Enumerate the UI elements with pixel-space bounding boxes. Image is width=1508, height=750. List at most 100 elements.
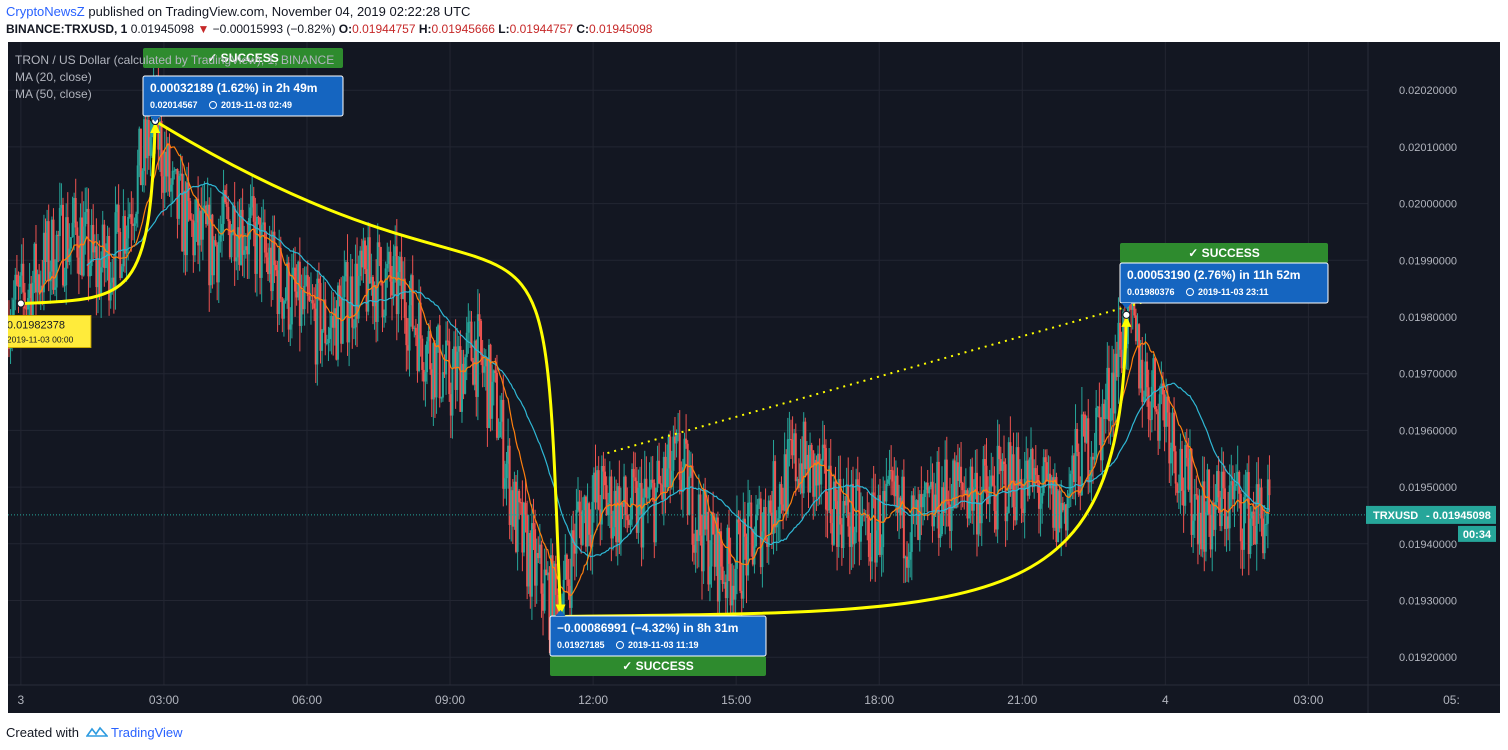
candle-body xyxy=(127,217,130,239)
candle-body xyxy=(1196,495,1199,545)
candle-body xyxy=(863,513,866,515)
candle-body xyxy=(189,200,192,220)
candle-body xyxy=(379,246,382,283)
candle-body xyxy=(403,278,406,318)
ma20-legend[interactable]: MA (20, close) xyxy=(15,70,92,84)
author-link[interactable]: CryptoNewsZ xyxy=(6,4,85,19)
candle-body xyxy=(1106,367,1109,400)
candle-body xyxy=(1103,403,1106,419)
candle-body xyxy=(918,494,921,540)
candle-body xyxy=(1152,358,1155,387)
candle-body xyxy=(661,484,664,500)
dotted-trendline[interactable] xyxy=(607,299,1152,455)
y-tick-label: 0.01930000 xyxy=(1399,596,1457,608)
trend-arrow[interactable] xyxy=(560,314,1128,618)
measure-callout[interactable] xyxy=(1119,262,1329,304)
measure-callout[interactable] xyxy=(142,75,344,117)
footer-brand[interactable]: TradingView xyxy=(111,725,183,740)
candle-body xyxy=(985,465,988,494)
candle-body xyxy=(360,250,363,268)
price-chart[interactable]: 0.01920000 0.01930000 0.01940000 0.01950000… xyxy=(8,42,1500,713)
anchor-point[interactable] xyxy=(1122,310,1131,319)
candle-body xyxy=(619,502,622,543)
candle-body xyxy=(308,296,311,301)
candle-body xyxy=(551,555,554,645)
candle-body xyxy=(799,463,802,489)
candle-body xyxy=(848,526,851,547)
high-label: H: xyxy=(418,22,432,36)
candle-body xyxy=(1268,479,1271,496)
candle-body xyxy=(411,275,414,329)
candle-body xyxy=(386,263,389,269)
candle-body xyxy=(419,302,422,339)
candle-body xyxy=(770,512,773,535)
candle-body xyxy=(693,544,696,553)
candle-body xyxy=(834,481,837,502)
candle-body xyxy=(615,490,618,543)
trend-arrow[interactable] xyxy=(20,120,157,306)
candle-body xyxy=(208,204,211,286)
candle-body xyxy=(519,502,522,504)
chart-panel[interactable]: 0.01920000 0.01930000 0.01940000 0.01950000… xyxy=(8,42,1500,713)
candle-body xyxy=(367,237,370,312)
candle-body xyxy=(241,209,244,255)
candle-body xyxy=(143,119,146,171)
candle-body xyxy=(786,439,789,515)
candle-body xyxy=(486,358,489,428)
candle-body xyxy=(365,269,368,312)
measure-callout[interactable] xyxy=(549,615,767,657)
candle-body xyxy=(236,227,239,258)
candle-body xyxy=(648,487,651,498)
candle-body xyxy=(178,175,181,219)
x-tick-label: 3 xyxy=(18,693,25,707)
candle-body xyxy=(475,340,478,397)
candle-body xyxy=(750,502,753,530)
candle-body xyxy=(1209,514,1212,550)
trend-arrow[interactable] xyxy=(154,119,563,617)
price-tag-symbol: TRXUSD xyxy=(1373,510,1418,522)
candle-body xyxy=(947,501,950,505)
candle-body xyxy=(872,492,875,497)
candle-body xyxy=(131,224,134,226)
ma50-legend[interactable]: MA (50, close) xyxy=(15,87,92,101)
candle-body xyxy=(220,223,223,236)
candle-body xyxy=(484,358,487,367)
candle-body xyxy=(247,218,250,255)
candle-body xyxy=(117,204,120,232)
candle-body xyxy=(788,439,791,441)
candle-body xyxy=(125,238,128,254)
candle-body xyxy=(1239,493,1242,542)
anchor-point[interactable] xyxy=(16,299,25,308)
candle-body xyxy=(569,585,572,608)
candle-body xyxy=(937,461,940,538)
y-tick-label: 0.01980000 xyxy=(1399,312,1457,324)
down-arrow-icon: ▼ xyxy=(197,22,210,36)
candle-body xyxy=(66,217,69,262)
candle-body xyxy=(317,278,320,283)
candle-body xyxy=(144,119,147,159)
candle-body xyxy=(287,262,290,330)
symbol-label: BINANCE:TRXUSD, 1 xyxy=(6,22,128,36)
candle-body xyxy=(855,479,858,533)
candle-body xyxy=(747,502,750,576)
candle-body xyxy=(432,343,435,400)
candle-body xyxy=(511,490,514,527)
grid-lines xyxy=(8,42,1500,713)
candle-body xyxy=(592,472,595,502)
candle-body xyxy=(991,475,994,486)
candle-body xyxy=(936,461,939,513)
candle-body xyxy=(1058,490,1061,529)
candle-body xyxy=(50,219,53,272)
candle-body xyxy=(246,246,249,255)
candle-body xyxy=(818,453,821,485)
candle-body xyxy=(1208,469,1211,515)
candle-body xyxy=(1247,472,1250,555)
candle-body xyxy=(176,168,179,219)
candle-body xyxy=(138,128,141,166)
candle-body xyxy=(84,212,87,227)
candle-body xyxy=(1262,518,1265,554)
candle-body xyxy=(1214,502,1217,530)
candle-body xyxy=(1174,451,1177,484)
candle-body xyxy=(769,500,772,513)
candle-body xyxy=(198,210,201,246)
